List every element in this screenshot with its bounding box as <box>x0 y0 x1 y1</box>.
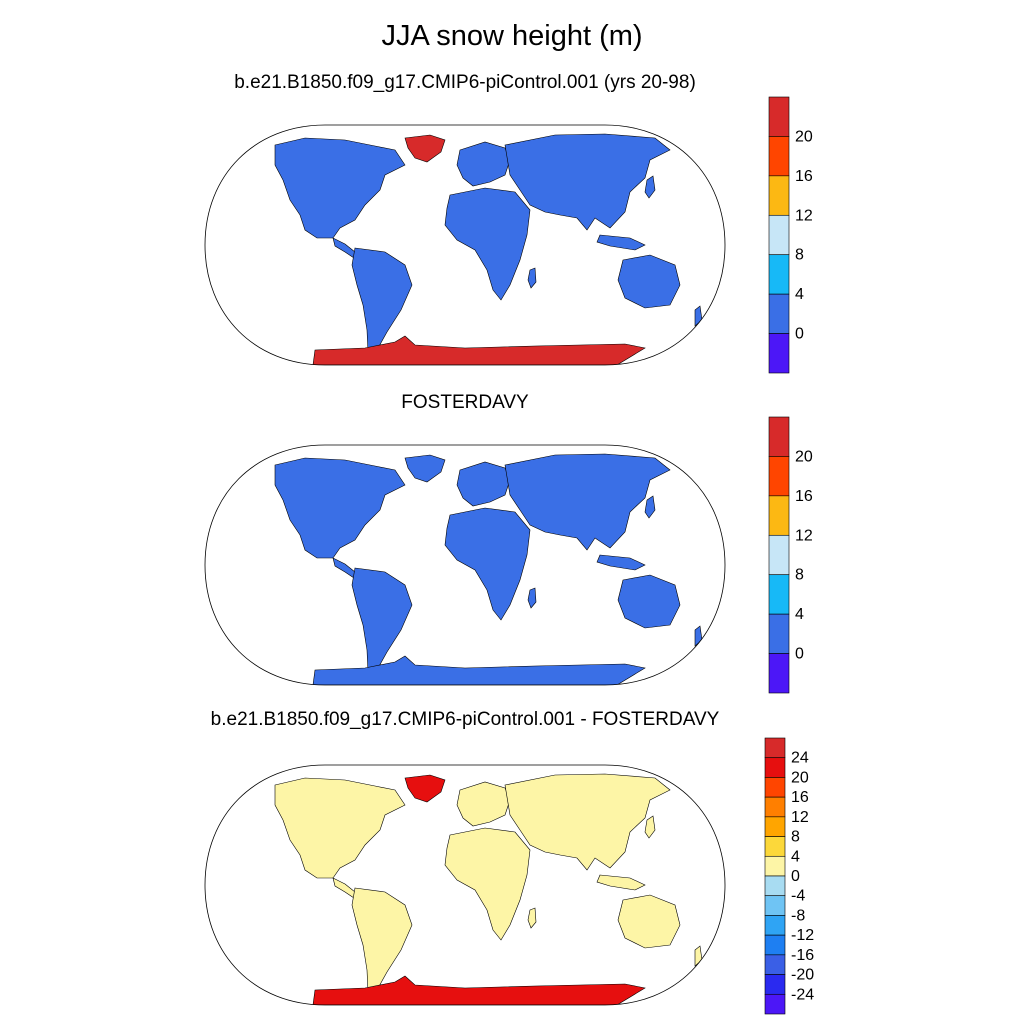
colorbar-swatch <box>764 875 786 897</box>
colorbar-model: 20 16 12 8 4 0 <box>768 96 813 374</box>
colorbar-swatch <box>764 954 786 975</box>
map-outline <box>204 444 726 686</box>
colorbar-tick-label: -8 <box>791 907 805 924</box>
colorbar-swatch <box>768 456 790 497</box>
colorbar-swatch <box>768 574 790 615</box>
colorbar-swatch <box>764 737 786 759</box>
map-outline <box>204 764 726 1006</box>
colorbar-swatch <box>764 836 786 857</box>
colorbar-swatch <box>768 254 790 295</box>
map-obs <box>204 444 726 686</box>
colorbar-swatch <box>768 495 790 536</box>
colorbar-tick-label: 16 <box>795 168 813 185</box>
colorbar-tick-label: 8 <box>795 247 804 264</box>
colorbar-tick-label: 8 <box>795 567 804 584</box>
colorbar-swatch <box>768 416 790 457</box>
colorbar-tick-label: 12 <box>791 809 809 826</box>
panel-title-model: b.e21.B1850.f09_g17.CMIP6-piControl.001 … <box>234 72 696 93</box>
map-model <box>204 124 726 366</box>
colorbar-swatch <box>764 855 786 877</box>
colorbar-tick-label: 20 <box>795 448 813 465</box>
colorbar-swatch <box>768 175 790 216</box>
colorbar-swatch <box>764 895 786 916</box>
colorbar-tick-label: 12 <box>795 527 813 544</box>
colorbar-swatch <box>764 974 786 995</box>
colorbar-tick-label: 4 <box>791 848 800 865</box>
colorbar-tick-label: 8 <box>791 829 800 846</box>
colorbar-swatch <box>764 757 786 778</box>
colorbar-swatch <box>768 293 790 334</box>
colorbar-swatch <box>768 333 790 374</box>
colorbar-swatch <box>768 534 790 576</box>
colorbar-tick-label: 4 <box>795 606 804 623</box>
colorbar-swatch <box>764 915 786 936</box>
colorbar-tick-label: 4 <box>795 286 804 303</box>
colorbar-tick-label: -4 <box>791 888 805 905</box>
colorbar-swatch <box>768 613 790 654</box>
panel-title-diff: b.e21.B1850.f09_g17.CMIP6-piControl.001 … <box>210 709 720 730</box>
colorbar-swatch <box>768 96 790 137</box>
map-outline <box>204 124 726 366</box>
colorbar-swatch <box>768 653 790 694</box>
colorbar-tick-label: -20 <box>791 967 814 984</box>
colorbar-swatch <box>768 136 790 177</box>
colorbar-tick-label: 0 <box>795 326 804 343</box>
colorbar-obs: 20 16 12 8 4 0 <box>768 416 813 694</box>
colorbar-tick-label: 24 <box>791 750 809 767</box>
map-diff <box>204 764 726 1006</box>
colorbar-swatch <box>764 796 786 818</box>
colorbar-tick-label: 0 <box>791 868 800 885</box>
colorbar-tick-label: 16 <box>791 789 809 806</box>
page-title: JJA snow height (m) <box>381 20 643 52</box>
panel-title-obs: FOSTERDAVY <box>401 392 529 413</box>
colorbar-tick-label: 12 <box>795 207 813 224</box>
colorbar-tick-label: 20 <box>791 769 809 786</box>
colorbar-swatch <box>764 816 786 837</box>
colorbar-tick-label: 20 <box>795 128 813 145</box>
colorbar-tick-label: -12 <box>791 927 814 944</box>
colorbar-tick-label: 16 <box>795 488 813 505</box>
colorbar-tick-label: -16 <box>791 947 814 964</box>
colorbar-tick-label: 0 <box>795 646 804 663</box>
colorbar-swatch <box>764 934 786 956</box>
colorbar-tick-label: -24 <box>791 986 814 1003</box>
colorbar-swatch <box>764 777 786 798</box>
colorbar-swatch <box>768 214 790 256</box>
colorbar-diff: 24 20 16 12 8 4 0 -4 -8 -12 -16 -20 -24 <box>764 737 814 1015</box>
colorbar-swatch <box>764 993 786 1015</box>
